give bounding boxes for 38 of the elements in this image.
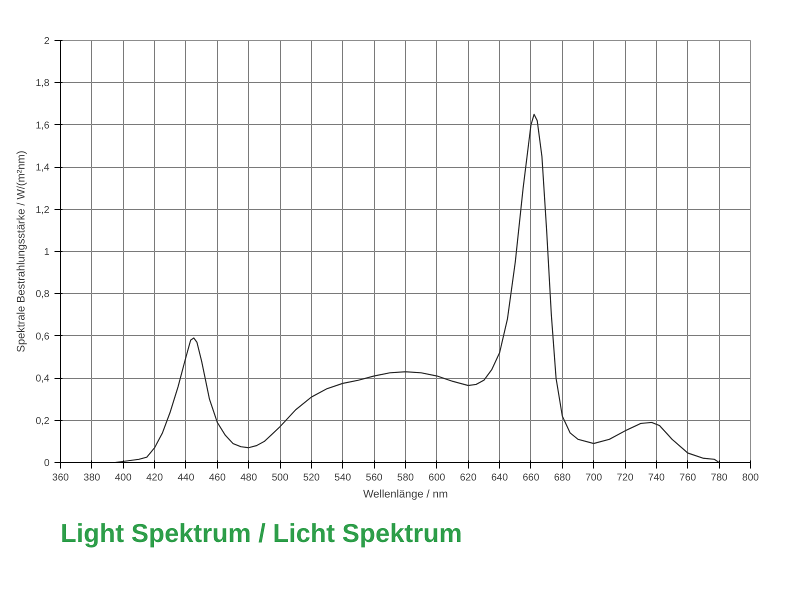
x-tick-label: 780 xyxy=(710,472,728,484)
y-tick-label: 0,6 xyxy=(36,331,50,342)
x-tick-label: 500 xyxy=(272,472,289,484)
x-tick-label: 620 xyxy=(460,472,478,484)
x-tick-label: 760 xyxy=(679,472,697,484)
x-tick-label: 560 xyxy=(366,472,383,484)
y-tick-label: 1 xyxy=(44,247,50,258)
x-tick-label: 580 xyxy=(397,472,414,484)
x-tick-label: 640 xyxy=(491,472,508,484)
y-axis-title: Spektrale Bestrahlungsstärke / W/(m²nm) xyxy=(16,150,28,352)
x-tick-label: 440 xyxy=(178,472,195,484)
text: Light Spektrum / Licht Spektrum xyxy=(60,518,462,548)
y-tick-label: 1,6 xyxy=(36,120,50,132)
y-tick-label: 0,4 xyxy=(36,374,50,385)
x-tick-label: 600 xyxy=(428,472,446,484)
x-tick-label: 480 xyxy=(240,472,258,484)
line-series xyxy=(114,114,720,462)
x-tick-label: 420 xyxy=(146,472,164,484)
x-axis-title: Wellenlänge / nm xyxy=(363,488,448,500)
x-tick-label: 540 xyxy=(334,472,352,484)
y-tick-label: 1,8 xyxy=(36,78,50,90)
y-tick-label: 0,2 xyxy=(36,416,50,427)
x-tick-label: 740 xyxy=(648,472,666,484)
x-tick-label: 520 xyxy=(303,472,320,484)
x-tick-label: 460 xyxy=(208,472,226,484)
x-tick-label: 380 xyxy=(84,472,101,484)
y-tick-label: 1,2 xyxy=(36,204,50,216)
y-tick-label: 0 xyxy=(44,458,50,469)
x-tick-label: 660 xyxy=(522,472,540,484)
x-tick-label: 720 xyxy=(616,472,634,484)
x-tick-label: 360 xyxy=(52,472,70,484)
y-tick-label: 0,8 xyxy=(36,289,50,300)
x-tick-label: 680 xyxy=(554,472,572,484)
y-tick-label: 2 xyxy=(44,36,50,47)
x-tick-label: 400 xyxy=(114,472,132,484)
x-tick-label: 800 xyxy=(742,472,760,484)
x-tick-label: 700 xyxy=(585,472,602,484)
y-tick-label: 1,4 xyxy=(36,162,50,174)
